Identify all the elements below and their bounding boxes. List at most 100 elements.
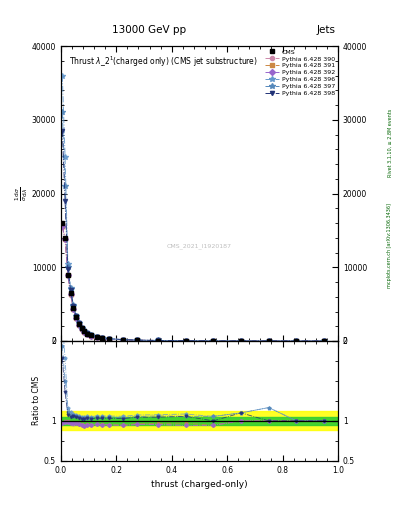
Pythia 6.428 398 [82, 328, 87, 334]
CMS [239, 338, 243, 344]
CMS [294, 338, 299, 344]
Pythia 6.428 398 [68, 287, 73, 293]
Pythia 6.428 391 [66, 272, 70, 278]
Pythia 6.428 390 [89, 333, 94, 339]
Pythia 6.428 396 [77, 320, 81, 326]
Pythia 6.428 392 [211, 338, 216, 344]
Pythia 6.428 390 [63, 236, 68, 242]
Pythia 6.428 396 [294, 338, 299, 344]
Pythia 6.428 397 [85, 330, 90, 336]
Pythia 6.428 397 [66, 264, 70, 270]
Pythia 6.428 397 [89, 332, 94, 338]
Pythia 6.428 398 [322, 338, 327, 344]
Pythia 6.428 396 [95, 333, 99, 339]
CMS [121, 336, 126, 343]
CMS [100, 335, 105, 341]
Pythia 6.428 392 [156, 337, 160, 344]
Pythia 6.428 390 [107, 336, 112, 342]
Pythia 6.428 390 [85, 331, 90, 337]
Pythia 6.428 398 [85, 330, 90, 336]
Pythia 6.428 396 [85, 330, 90, 336]
CMS [135, 337, 140, 343]
Line: Pythia 6.428 391: Pythia 6.428 391 [60, 224, 326, 343]
Pythia 6.428 390 [68, 291, 73, 297]
Pythia 6.428 391 [85, 331, 90, 337]
Pythia 6.428 397 [79, 325, 84, 331]
Pythia 6.428 397 [211, 338, 216, 344]
Pythia 6.428 398 [121, 336, 126, 343]
CMS [71, 305, 76, 311]
Pythia 6.428 397 [95, 334, 99, 340]
Pythia 6.428 391 [121, 337, 126, 343]
Pythia 6.428 396 [183, 337, 188, 344]
Pythia 6.428 390 [74, 315, 79, 321]
CMS [68, 290, 73, 296]
Pythia 6.428 398 [74, 313, 79, 319]
Pythia 6.428 398 [239, 338, 243, 344]
Pythia 6.428 397 [266, 338, 271, 344]
Pythia 6.428 396 [135, 337, 140, 343]
Pythia 6.428 396 [68, 285, 73, 291]
Line: CMS: CMS [60, 221, 326, 343]
X-axis label: thrust (charged-only): thrust (charged-only) [151, 480, 248, 489]
Pythia 6.428 392 [79, 326, 84, 332]
Pythia 6.428 396 [79, 325, 84, 331]
Pythia 6.428 397 [294, 338, 299, 344]
Pythia 6.428 391 [63, 236, 68, 242]
Pythia 6.428 390 [71, 306, 76, 312]
Pythia 6.428 398 [89, 332, 94, 338]
Pythia 6.428 390 [211, 338, 216, 344]
Text: Thrust $\lambda\_2^1$(charged only) (CMS jet substructure): Thrust $\lambda\_2^1$(charged only) (CMS… [69, 55, 258, 69]
Pythia 6.428 392 [239, 338, 243, 344]
Pythia 6.428 398 [95, 334, 99, 340]
Line: Pythia 6.428 396: Pythia 6.428 396 [59, 73, 327, 344]
Pythia 6.428 391 [68, 291, 73, 297]
Pythia 6.428 392 [100, 335, 105, 341]
Pythia 6.428 390 [156, 337, 160, 344]
Pythia 6.428 396 [322, 338, 327, 344]
Pythia 6.428 390 [66, 272, 70, 279]
Pythia 6.428 396 [100, 335, 105, 341]
Pythia 6.428 398 [156, 337, 160, 344]
CMS [89, 332, 94, 338]
Pythia 6.428 397 [63, 183, 68, 189]
Pythia 6.428 392 [135, 337, 140, 343]
Pythia 6.428 396 [82, 328, 87, 334]
Pythia 6.428 397 [239, 338, 243, 344]
Pythia 6.428 397 [82, 328, 87, 334]
Pythia 6.428 392 [121, 337, 126, 343]
Pythia 6.428 391 [79, 326, 84, 332]
Pythia 6.428 396 [74, 312, 79, 318]
CMS [82, 328, 87, 334]
Pythia 6.428 392 [95, 334, 99, 340]
Pythia 6.428 391 [107, 336, 112, 342]
CMS [66, 271, 70, 278]
Line: Pythia 6.428 398: Pythia 6.428 398 [60, 129, 326, 343]
Pythia 6.428 391 [135, 337, 140, 343]
Text: 13000 GeV pp: 13000 GeV pp [112, 25, 186, 35]
Pythia 6.428 398 [107, 336, 112, 342]
Pythia 6.428 391 [60, 223, 65, 229]
Pythia 6.428 396 [156, 337, 160, 344]
Pythia 6.428 392 [322, 338, 327, 344]
Pythia 6.428 391 [95, 334, 99, 340]
Pythia 6.428 392 [60, 223, 65, 229]
Pythia 6.428 392 [74, 315, 79, 321]
Line: Pythia 6.428 390: Pythia 6.428 390 [60, 225, 326, 343]
Pythia 6.428 392 [266, 338, 271, 344]
Pythia 6.428 397 [135, 337, 140, 343]
Pythia 6.428 398 [71, 303, 76, 309]
Pythia 6.428 398 [183, 337, 188, 344]
CMS [95, 334, 99, 340]
Line: Pythia 6.428 397: Pythia 6.428 397 [59, 110, 327, 344]
Pythia 6.428 398 [294, 338, 299, 344]
Pythia 6.428 391 [71, 306, 76, 312]
Pythia 6.428 398 [79, 325, 84, 331]
Pythia 6.428 390 [77, 322, 81, 328]
Pythia 6.428 391 [211, 338, 216, 344]
CMS [107, 336, 112, 342]
Pythia 6.428 390 [100, 335, 105, 341]
Pythia 6.428 392 [294, 338, 299, 344]
Pythia 6.428 392 [77, 322, 81, 328]
Pythia 6.428 390 [294, 338, 299, 344]
